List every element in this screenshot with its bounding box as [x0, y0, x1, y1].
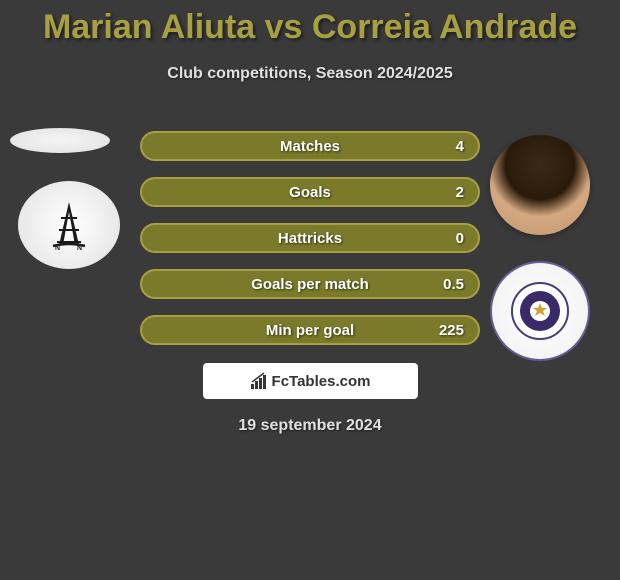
stat-label: Goals per match: [251, 276, 369, 293]
qarabag-icon: [510, 281, 570, 341]
player-left-avatar: [10, 128, 110, 153]
date-label: 19 september 2024: [0, 417, 620, 435]
club-right-logo: [490, 261, 590, 361]
stat-label: Hattricks: [278, 230, 342, 247]
stat-value: 0.5: [443, 276, 464, 293]
neftchi-icon: N N: [49, 200, 89, 250]
player-right-avatar: [490, 135, 590, 235]
stat-value: 225: [439, 322, 464, 339]
stat-value: 0: [456, 230, 464, 247]
chart-icon: [250, 372, 268, 390]
season-subtitle: Club competitions, Season 2024/2025: [0, 65, 620, 83]
stat-label: Goals: [289, 184, 331, 201]
stat-value: 4: [456, 138, 464, 155]
svg-text:N: N: [55, 245, 60, 250]
stat-label: Min per goal: [266, 322, 354, 339]
brand-attribution[interactable]: FcTables.com: [203, 363, 418, 399]
stats-list: Matches 4 Goals 2 Hattricks 0 Goals per …: [140, 113, 480, 345]
stat-value: 2: [456, 184, 464, 201]
stat-row-min-per-goal: Min per goal 225: [140, 315, 480, 345]
content-area: N N Matches 4 Goals 2 Hattricks 0 Goals …: [0, 113, 620, 435]
stat-row-goals: Goals 2: [140, 177, 480, 207]
stat-row-goals-per-match: Goals per match 0.5: [140, 269, 480, 299]
stat-row-hattricks: Hattricks 0: [140, 223, 480, 253]
stat-row-matches: Matches 4: [140, 131, 480, 161]
stat-label: Matches: [280, 138, 340, 155]
comparison-title: Marian Aliuta vs Correia Andrade: [0, 0, 620, 47]
brand-label: FcTables.com: [272, 373, 371, 390]
club-left-logo: N N: [18, 181, 120, 269]
svg-text:N: N: [77, 245, 82, 250]
